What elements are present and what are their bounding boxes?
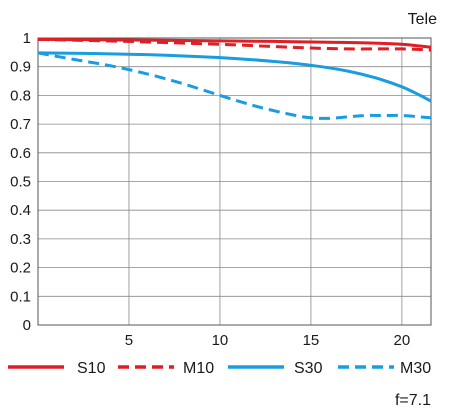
grid-lines [38,37,431,326]
y-tick-label: 0.6 [10,145,31,162]
y-tick-label: 0.1 [10,288,31,305]
aperture-label: f=7.1 [395,392,431,409]
x-tick-label: 20 [394,332,411,349]
series-line-m30 [37,51,432,120]
axes [37,37,432,326]
series-line-m10 [37,37,432,52]
series-lines [37,37,432,120]
x-tick-label: 5 [125,332,133,349]
x-tick-label: 10 [212,332,229,349]
plot-frame [37,37,432,326]
y-tick-label: 0.5 [10,174,31,191]
y-tick-label: 0.9 [10,59,31,76]
legend-label-m30: M30 [400,360,431,377]
legend-label-m10: M10 [183,360,214,377]
series-line-s30 [37,51,432,103]
tick-labels: 00.10.20.30.40.50.60.70.80.915 10 15 20 [10,30,410,349]
legend: S10 M10 S30 M30 [8,360,431,377]
y-tick-label: 0.4 [10,202,31,219]
y-tick-label: 0 [23,317,31,334]
legend-label-s10: S10 [77,360,106,377]
y-tick-label: 0.8 [10,87,31,104]
legend-label-s30: S30 [294,360,323,377]
y-tick-label: 0.2 [10,260,31,277]
x-tick-label: 15 [303,332,320,349]
tele-label: Tele [408,11,437,28]
y-tick-label: 0.3 [10,231,31,248]
y-tick-label: 0.7 [10,116,31,133]
y-tick-label: 1 [23,30,31,47]
series-line-s10 [37,37,432,49]
